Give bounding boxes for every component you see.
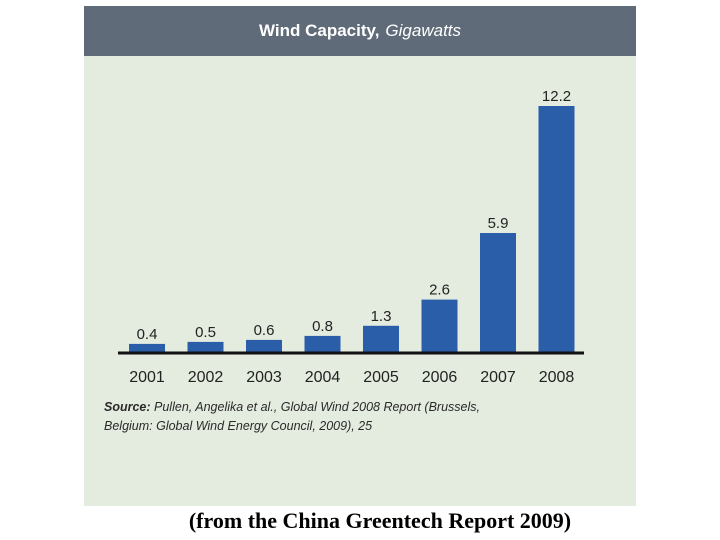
value-label-2007: 5.9	[488, 215, 509, 232]
value-label-2006: 2.6	[429, 282, 450, 299]
chart-title-bar: Wind Capacity, Gigawatts	[84, 6, 636, 56]
x-tick-label-2006: 2006	[422, 369, 458, 386]
value-label-2005: 1.3	[371, 308, 392, 325]
x-tick-label-2002: 2002	[188, 369, 224, 386]
value-label-2004: 0.8	[312, 318, 333, 335]
bar-2007	[480, 233, 516, 352]
x-tick-label-2005: 2005	[363, 369, 399, 386]
x-tick-label-2008: 2008	[539, 369, 575, 386]
value-label-2008: 12.2	[542, 88, 571, 105]
bar-2004	[304, 335, 341, 352]
source-text: Pullen, Angelika et al., Global Wind 200…	[104, 400, 481, 433]
value-label-2002: 0.5	[195, 324, 216, 341]
chart-title-unit: Gigawatts	[385, 21, 462, 40]
value-label-2001: 0.4	[137, 326, 158, 343]
chart-panel: Wind Capacity, Gigawatts 0.4 2001 0.5 2002 0…	[84, 6, 636, 506]
value-label-2003: 0.6	[254, 322, 275, 339]
figure-caption: (from the China Greentech Report 2009)	[188, 508, 572, 533]
bar-2006	[421, 299, 458, 352]
chart-title: Wind Capacity,	[258, 21, 380, 40]
bar-2008	[538, 106, 575, 352]
bar-2003	[246, 339, 282, 352]
bar-2001	[129, 343, 165, 352]
x-tick-label-2003: 2003	[246, 369, 282, 386]
x-tick-label-2004: 2004	[305, 369, 341, 386]
bar-2005	[363, 325, 399, 352]
x-tick-label-2001: 2001	[129, 369, 165, 386]
bar-chart: 0.4 2001 0.5 2002 0.6 2003 0.8 2004 1.3 2005 2.6 20…	[118, 88, 584, 386]
x-tick-label-2007: 2007	[480, 369, 516, 386]
source-note: Source: Pullen, Angelika et al., Global …	[104, 398, 524, 436]
bar-2002	[187, 341, 224, 352]
source-label: Source:	[104, 400, 151, 414]
